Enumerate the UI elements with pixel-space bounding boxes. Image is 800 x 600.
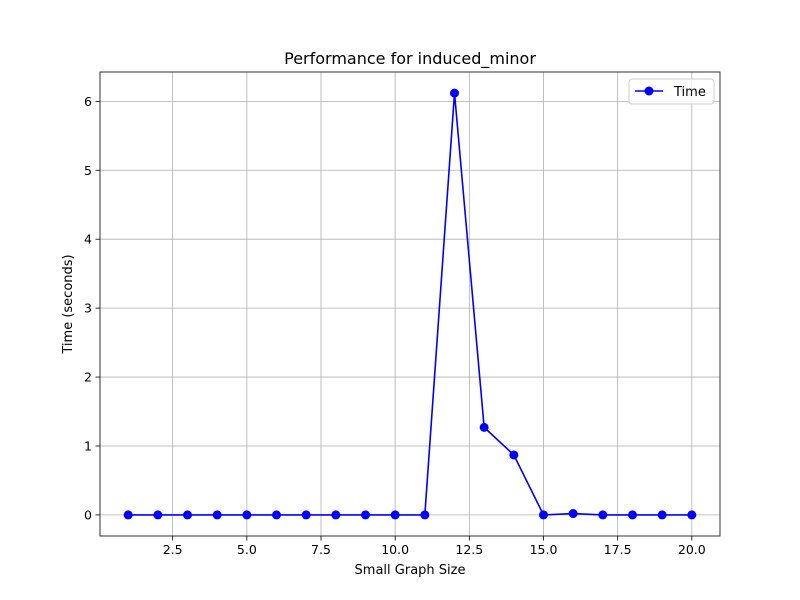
data-point <box>301 510 311 520</box>
x-tick-label: 20.0 <box>678 542 706 557</box>
chart-title: Performance for induced_minor <box>284 49 536 69</box>
x-tick-label: 5.0 <box>237 542 257 557</box>
y-tick-label: 3 <box>84 301 92 316</box>
data-point <box>449 88 459 98</box>
x-tick-label: 12.5 <box>455 542 483 557</box>
x-tick-label: 17.5 <box>604 542 632 557</box>
data-point <box>242 510 252 520</box>
y-tick-label: 5 <box>84 163 92 178</box>
data-point <box>361 510 371 520</box>
data-point <box>627 510 637 520</box>
data-point <box>538 510 548 520</box>
series-line-time <box>128 92 692 516</box>
data-point <box>212 510 222 520</box>
data-point <box>479 422 489 432</box>
y-tick-label: 6 <box>84 94 92 109</box>
data-point <box>598 510 608 520</box>
data-point <box>183 510 193 520</box>
y-axis-label: Time (seconds) <box>61 254 76 354</box>
y-tick-label: 4 <box>84 232 92 247</box>
data-point <box>509 450 519 460</box>
y-tick-label: 1 <box>84 438 92 453</box>
x-tick-label: 10.0 <box>381 542 409 557</box>
data-point <box>568 509 578 519</box>
x-axis-label: Small Graph Size <box>355 563 466 578</box>
x-tick-label: 15.0 <box>530 542 558 557</box>
y-tick-label: 2 <box>84 370 92 385</box>
series-layer <box>123 88 697 520</box>
data-point <box>153 510 163 520</box>
legend-marker-swatch <box>644 86 654 96</box>
data-point <box>687 510 697 520</box>
x-tick-label: 7.5 <box>311 542 331 557</box>
data-point <box>657 510 667 520</box>
data-point <box>123 510 133 520</box>
data-point <box>272 510 282 520</box>
y-tick-label: 0 <box>84 507 92 522</box>
data-point <box>390 510 400 520</box>
legend: Time <box>628 78 715 105</box>
x-tick-label: 2.5 <box>163 542 183 557</box>
legend-box <box>628 78 715 105</box>
data-point <box>420 510 430 520</box>
data-point <box>331 510 341 520</box>
ticks: 2.5 5.0 7.5 10.0 12.5 15.0 17.5 20.0 0 1 2 3 4 5 6 <box>84 94 706 557</box>
legend-label-time: Time <box>673 85 706 100</box>
plot-frame <box>99 71 721 537</box>
